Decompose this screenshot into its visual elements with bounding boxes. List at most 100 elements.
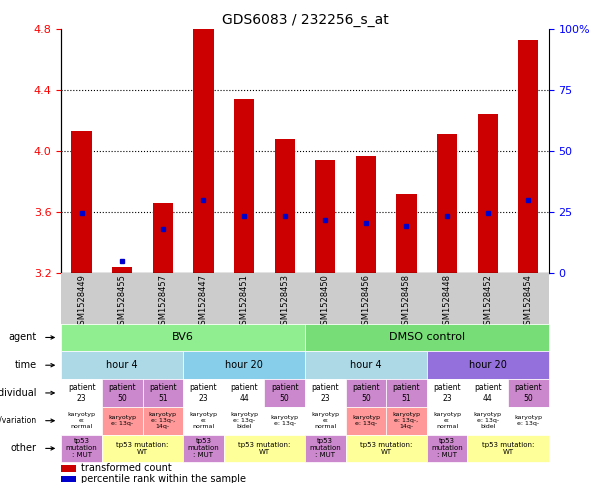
Bar: [264, 407, 305, 435]
Bar: [427, 351, 549, 379]
Bar: [386, 407, 427, 435]
Text: tp53 mutation:
WT: tp53 mutation: WT: [116, 442, 169, 455]
Bar: [397, 194, 417, 273]
Bar: [427, 407, 468, 435]
Bar: [102, 407, 142, 435]
Text: percentile rank within the sample: percentile rank within the sample: [81, 474, 246, 483]
Text: patient
23: patient 23: [433, 383, 461, 403]
Text: patient
51: patient 51: [393, 383, 421, 403]
Text: GSM1528454: GSM1528454: [524, 274, 533, 330]
Bar: [61, 407, 102, 435]
Bar: [102, 379, 142, 407]
Bar: [518, 40, 538, 273]
Text: GSM1528453: GSM1528453: [280, 274, 289, 330]
Text: GSM1528456: GSM1528456: [362, 274, 370, 330]
Text: tp53 mutation:
WT: tp53 mutation: WT: [238, 442, 291, 455]
Bar: [193, 29, 213, 273]
Text: GSM1528452: GSM1528452: [483, 274, 492, 330]
Bar: [468, 435, 549, 462]
Bar: [142, 407, 183, 435]
Text: other: other: [11, 443, 37, 454]
Text: GSM1528447: GSM1528447: [199, 274, 208, 330]
Text: DMSO control: DMSO control: [389, 332, 465, 342]
Text: tp53
mutation
: MUT: tp53 mutation : MUT: [310, 439, 341, 458]
Text: GSM1528449: GSM1528449: [77, 274, 86, 330]
Bar: [468, 379, 508, 407]
Bar: [183, 407, 224, 435]
Text: tp53 mutation:
WT: tp53 mutation: WT: [360, 442, 413, 455]
Text: patient
51: patient 51: [149, 383, 177, 403]
Bar: [61, 435, 102, 462]
Bar: [508, 379, 549, 407]
Text: GSM1528451: GSM1528451: [240, 274, 248, 330]
Text: individual: individual: [0, 388, 37, 398]
Text: hour 20: hour 20: [225, 360, 263, 370]
Text: time: time: [15, 360, 37, 370]
Text: hour 4: hour 4: [107, 360, 138, 370]
Text: karyotyp
e: 13q-
bidel: karyotyp e: 13q- bidel: [230, 412, 258, 429]
Bar: [224, 379, 264, 407]
Bar: [275, 139, 295, 273]
Bar: [61, 324, 305, 351]
Text: tp53
mutation
: MUT: tp53 mutation : MUT: [188, 439, 219, 458]
Bar: [224, 435, 305, 462]
Text: GSM1528458: GSM1528458: [402, 274, 411, 330]
Text: karyotyp
e: 13q-: karyotyp e: 13q-: [352, 415, 380, 426]
Bar: [356, 156, 376, 273]
Bar: [427, 379, 468, 407]
Bar: [386, 379, 427, 407]
Text: GSM1528450: GSM1528450: [321, 274, 330, 330]
Text: patient
44: patient 44: [474, 383, 501, 403]
Bar: [153, 203, 173, 273]
Text: karyotyp
e:
normal: karyotyp e: normal: [67, 412, 96, 429]
Bar: [478, 114, 498, 273]
Text: GSM1528448: GSM1528448: [443, 274, 452, 330]
Text: patient
50: patient 50: [514, 383, 542, 403]
Bar: [305, 435, 346, 462]
Bar: [305, 351, 427, 379]
Bar: [305, 324, 549, 351]
Text: karyotyp
e:
normal: karyotyp e: normal: [189, 412, 218, 429]
Bar: [102, 435, 183, 462]
Text: hour 4: hour 4: [350, 360, 382, 370]
Bar: [427, 435, 468, 462]
Text: patient
50: patient 50: [271, 383, 299, 403]
Text: karyotyp
e: 13q-: karyotyp e: 13q-: [271, 415, 299, 426]
Text: hour 20: hour 20: [469, 360, 507, 370]
Text: karyotyp
e: 13q-,
14q-: karyotyp e: 13q-, 14q-: [392, 412, 421, 429]
Bar: [305, 407, 346, 435]
Text: karyotyp
e:
normal: karyotyp e: normal: [311, 412, 339, 429]
Text: genotype/variation: genotype/variation: [0, 416, 37, 425]
Bar: [264, 379, 305, 407]
Text: patient
23: patient 23: [68, 383, 96, 403]
Text: karyotyp
e: 13q-
bidel: karyotyp e: 13q- bidel: [474, 412, 501, 429]
Bar: [183, 351, 305, 379]
Text: patient
44: patient 44: [230, 383, 258, 403]
Bar: [61, 379, 102, 407]
Text: karyotyp
e: 13q-: karyotyp e: 13q-: [514, 415, 543, 426]
Bar: [224, 407, 264, 435]
Text: GSM1528457: GSM1528457: [158, 274, 167, 330]
Bar: [437, 134, 457, 273]
Bar: [61, 476, 77, 482]
Text: tp53
mutation
: MUT: tp53 mutation : MUT: [431, 439, 463, 458]
Text: karyotyp
e: 13q-,
14q-: karyotyp e: 13q-, 14q-: [149, 412, 177, 429]
Bar: [346, 407, 386, 435]
Text: tp53 mutation:
WT: tp53 mutation: WT: [482, 442, 534, 455]
Bar: [305, 379, 346, 407]
Text: tp53
mutation
: MUT: tp53 mutation : MUT: [66, 439, 97, 458]
Text: patient
23: patient 23: [189, 383, 217, 403]
Text: patient
50: patient 50: [352, 383, 379, 403]
Bar: [61, 351, 183, 379]
Bar: [72, 131, 92, 273]
Title: GDS6083 / 232256_s_at: GDS6083 / 232256_s_at: [221, 13, 389, 27]
Bar: [468, 407, 508, 435]
Text: patient
23: patient 23: [311, 383, 339, 403]
Text: transformed count: transformed count: [81, 464, 172, 473]
Bar: [61, 465, 77, 471]
Text: patient
50: patient 50: [109, 383, 136, 403]
Text: GSM1528455: GSM1528455: [118, 274, 127, 330]
Bar: [346, 379, 386, 407]
Bar: [508, 407, 549, 435]
Bar: [183, 435, 224, 462]
